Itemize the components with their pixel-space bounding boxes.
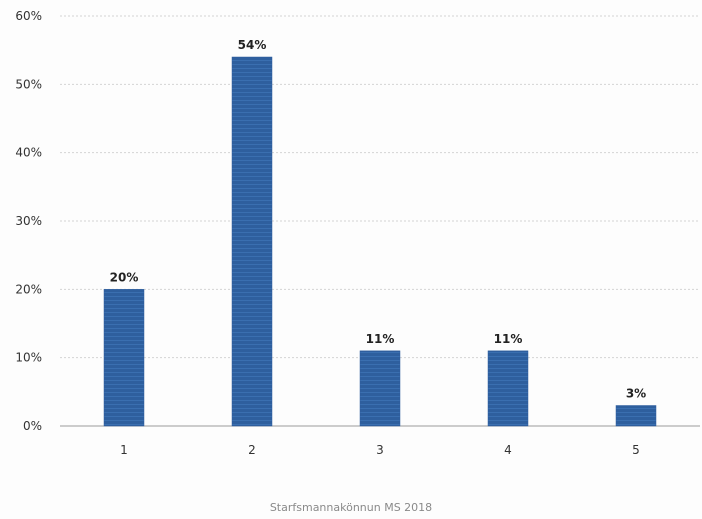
data-label-3: 11% [366, 332, 395, 346]
footer-caption: Starfsmannakönnun MS 2018 [269, 501, 433, 514]
bar-5 [615, 405, 657, 427]
y-tick-label: 0% [23, 419, 42, 433]
y-tick-label: 20% [15, 282, 42, 296]
y-tick-label: 40% [15, 146, 42, 160]
bar-1 [103, 289, 145, 427]
data-label-5: 3% [626, 387, 646, 401]
y-tick-label: 60% [15, 9, 42, 23]
y-tick-label: 30% [15, 214, 42, 228]
y-tick-label: 10% [15, 351, 42, 365]
x-tick-label: 1 [120, 443, 128, 457]
bar-2 [231, 56, 273, 427]
x-tick-label: 4 [504, 443, 512, 457]
y-tick-label: 50% [15, 77, 42, 91]
data-label-2: 54% [238, 38, 267, 52]
bars [103, 56, 657, 427]
bar-4 [487, 350, 529, 427]
x-tick-label: 5 [632, 443, 640, 457]
data-label-4: 11% [494, 332, 523, 346]
data-label-1: 20% [110, 270, 139, 284]
gridlines [60, 15, 700, 359]
x-tick-label: 2 [248, 443, 256, 457]
bar-3 [359, 350, 401, 427]
x-tick-label: 3 [376, 443, 384, 457]
labels: 0% 10% 20% 30% 40% 50% 60% 20% 1 54% 2 11% 3 11% 4 3% 5 [15, 9, 646, 457]
